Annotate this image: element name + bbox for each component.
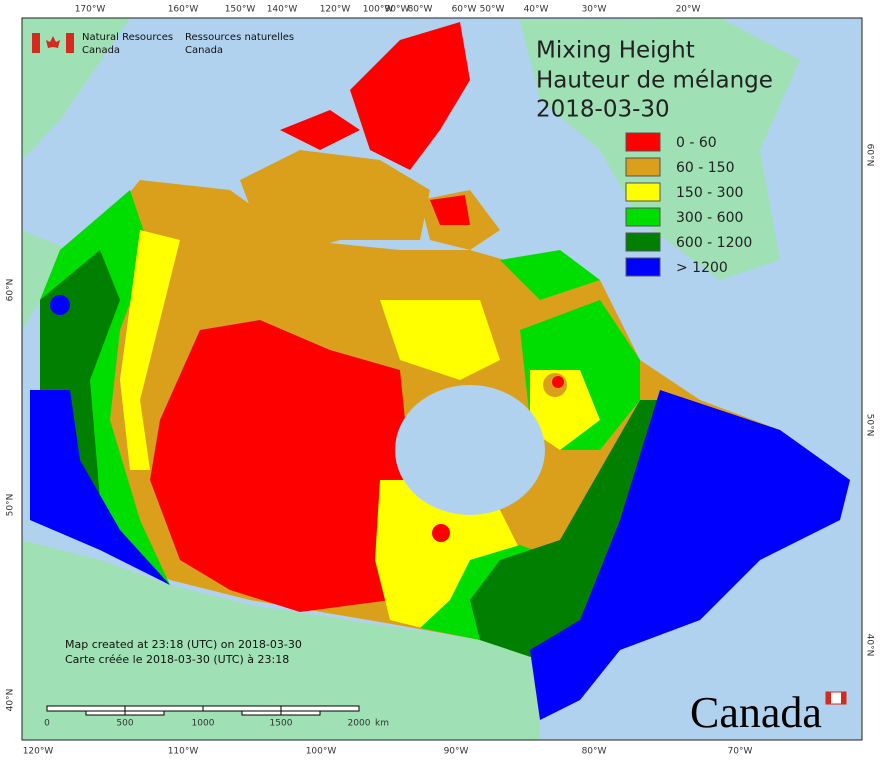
longitude-label: 80°W xyxy=(582,747,607,757)
longitude-label: 110°W xyxy=(168,747,199,757)
longitude-label: 90°W xyxy=(444,747,469,757)
flag-bar xyxy=(826,692,831,704)
zone-red-central xyxy=(150,320,410,612)
wordmark: Canada xyxy=(690,688,847,737)
scale-segment xyxy=(280,710,321,716)
longitude-label: 100°W xyxy=(306,747,337,757)
usa xyxy=(22,540,540,740)
legend-label: 300 - 600 xyxy=(676,210,743,226)
legend-label: 600 - 1200 xyxy=(676,235,752,251)
baffin-south xyxy=(500,250,600,300)
scale-segment xyxy=(280,705,360,712)
legend-swatch xyxy=(625,157,661,177)
neighbouring-land xyxy=(22,18,800,740)
longitude-label: 60°W xyxy=(452,5,477,15)
frame xyxy=(21,17,863,741)
latitude-label: 60°N xyxy=(865,144,875,167)
latitude-label: 60°N xyxy=(6,279,16,302)
title: Hauteur de mélange xyxy=(536,68,773,94)
agency-fr: Canada xyxy=(185,45,223,56)
island xyxy=(430,195,470,225)
scale-label: 1500 xyxy=(270,719,293,729)
siberia xyxy=(22,18,130,160)
longitude-label: 120°W xyxy=(23,747,54,757)
longitude-label: 30°W xyxy=(582,5,607,15)
island xyxy=(280,110,360,150)
spot xyxy=(552,376,564,388)
longitude-label: 170°W xyxy=(75,5,106,15)
island xyxy=(240,150,430,260)
latitude-label: 40°N xyxy=(865,634,875,657)
longitude-label: 80°W xyxy=(408,5,433,15)
agency-en: Natural Resources xyxy=(82,32,173,43)
hudson-bay xyxy=(395,385,545,515)
agency-fr: Ressources naturelles xyxy=(185,32,294,43)
legend-swatch xyxy=(625,132,661,152)
created-en: Map created at 23:18 (UTC) on 2018-03-30 xyxy=(65,638,302,651)
zone-darkgreen-east xyxy=(470,400,660,660)
longitude-label: 150°W xyxy=(225,5,256,15)
scale-segment xyxy=(85,710,126,716)
flag-bar xyxy=(32,33,40,53)
scale-label: 2000 xyxy=(348,719,371,729)
zone-blue-east xyxy=(530,390,850,720)
title: 2018-03-30 xyxy=(536,97,670,123)
scale-segment xyxy=(124,710,165,716)
agency-en: Canada xyxy=(82,45,120,56)
scale-segment xyxy=(202,705,282,712)
longitude-label: 120°W xyxy=(320,5,351,15)
agency-logo: Natural Resources Canada Ressources natu… xyxy=(32,32,294,56)
scale-segment xyxy=(241,710,282,716)
longitude-label: 100°W xyxy=(363,5,394,15)
canada-mixing-height xyxy=(30,180,850,720)
scale-label: 0 xyxy=(44,719,50,729)
latitude-label: 50°N xyxy=(865,414,875,437)
zone-blue-west xyxy=(30,390,170,585)
longitude-label: 90°W xyxy=(385,5,410,15)
zone-yellow-north xyxy=(380,300,500,380)
scale-unit: km xyxy=(375,719,389,729)
legend-label: 0 - 60 xyxy=(676,135,717,151)
legend-label: 60 - 150 xyxy=(676,160,735,176)
scale-segment xyxy=(124,705,204,712)
scale-label: 1000 xyxy=(192,719,215,729)
latitude-label: 40°N xyxy=(6,689,16,712)
longitude-label: 70°W xyxy=(728,747,753,757)
longitude-label: 140°W xyxy=(267,5,298,15)
title: Mixing Height xyxy=(536,38,695,64)
legend-swatch xyxy=(625,182,661,202)
scale-label: 500 xyxy=(116,719,133,729)
flag-bar xyxy=(841,692,846,704)
arctic-islands xyxy=(240,22,600,300)
canada-wordmark: Canada xyxy=(690,688,822,737)
legend-swatch xyxy=(625,232,661,252)
spot xyxy=(432,524,450,542)
scale-segment xyxy=(46,705,126,712)
legend-label: 150 - 300 xyxy=(676,185,743,201)
spot xyxy=(50,295,70,315)
latitude-label: 50°N xyxy=(6,494,16,517)
legend-swatch xyxy=(625,207,661,227)
created-fr: Carte créée le 2018-03-30 (UTC) à 23:18 xyxy=(65,653,289,666)
legend-swatch xyxy=(625,257,661,277)
zone-yellow-west xyxy=(120,230,180,470)
longitude-label: 50°W xyxy=(480,5,505,15)
longitude-label: 40°W xyxy=(524,5,549,15)
maple-leaf xyxy=(46,36,60,48)
flag-bar xyxy=(66,33,74,53)
longitude-label: 160°W xyxy=(168,5,199,15)
longitude-label: 20°W xyxy=(676,5,701,15)
ellesmere xyxy=(350,22,470,170)
legend-label: > 1200 xyxy=(676,260,728,276)
